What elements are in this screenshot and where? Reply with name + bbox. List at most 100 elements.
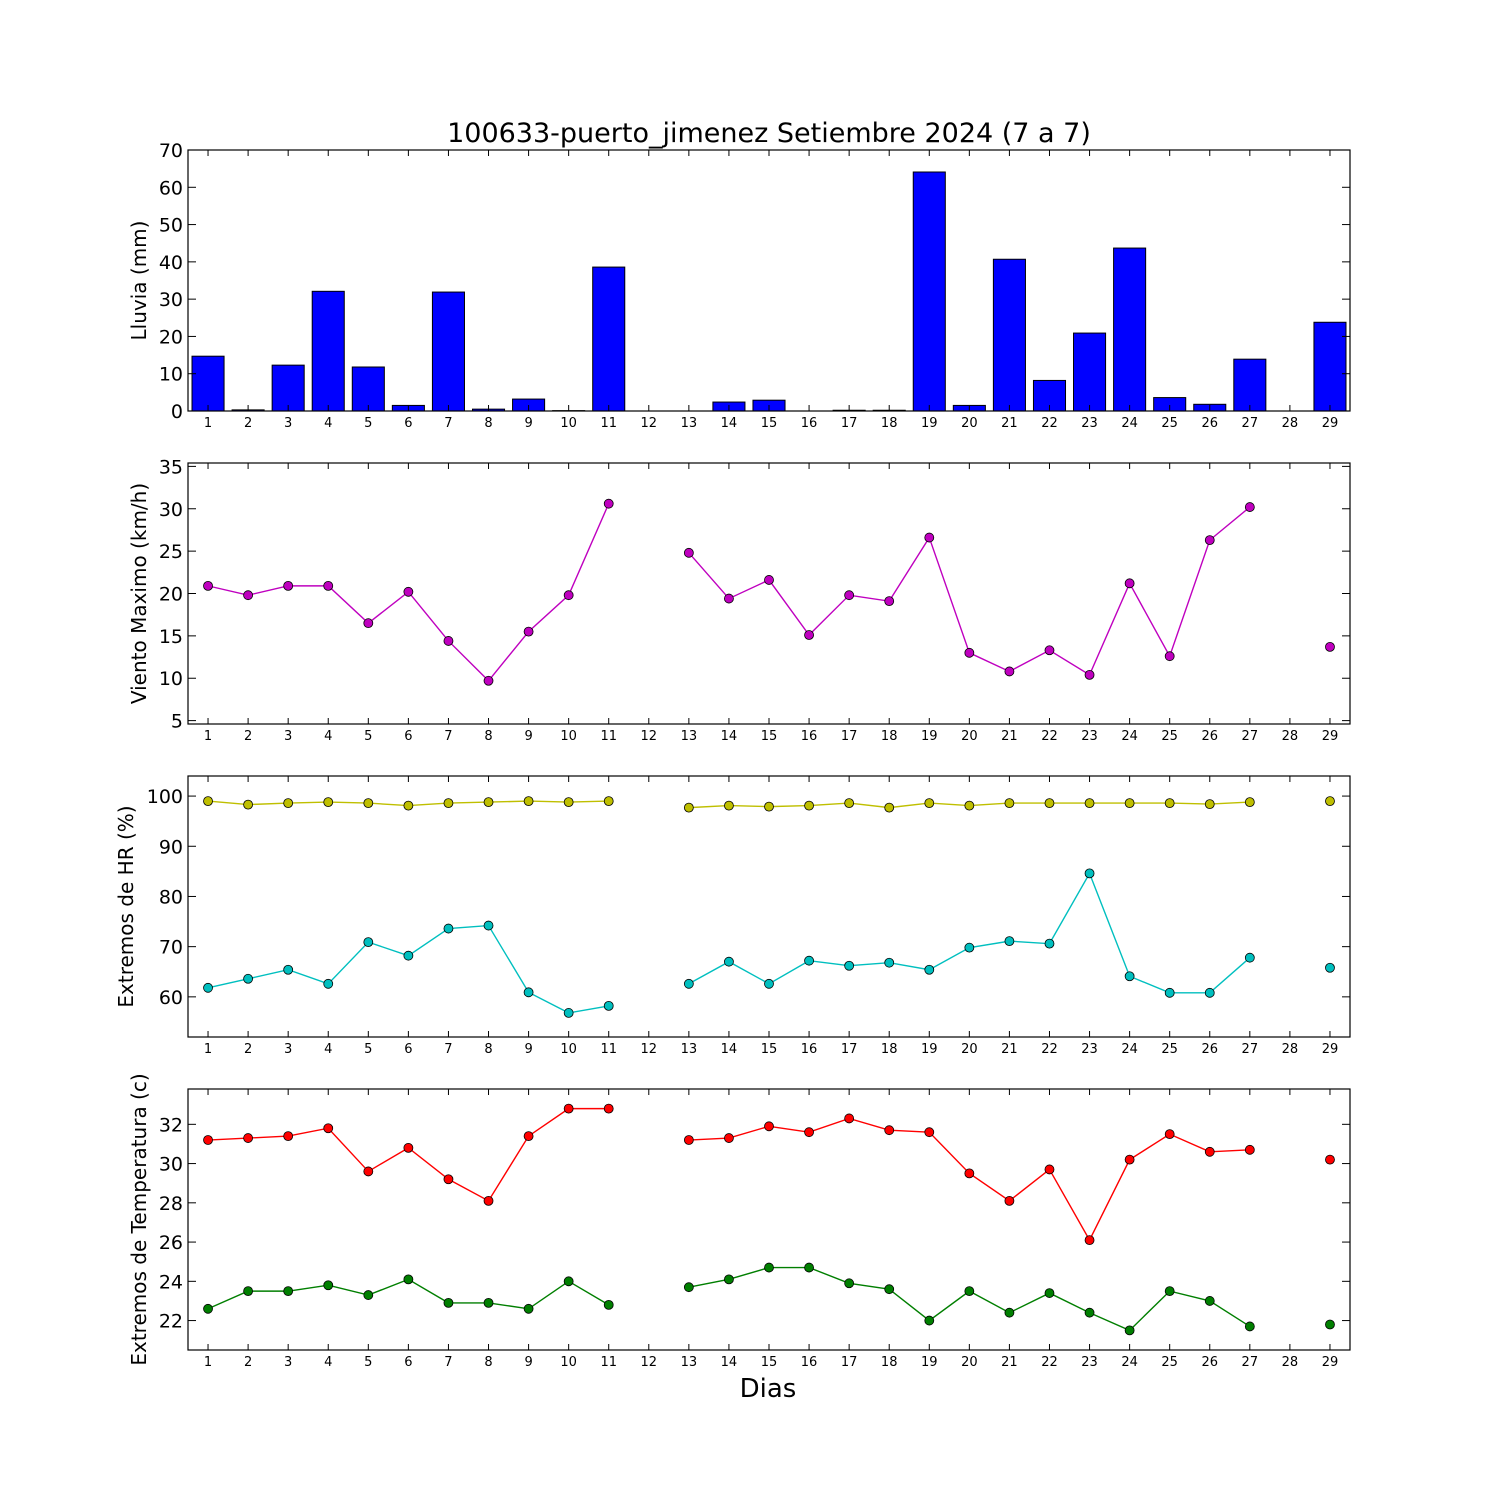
wind-x-tick-label: 6 — [404, 729, 412, 744]
humidity-y-axis-label: Extremos de HR (%) — [114, 805, 138, 1007]
humidity-series-1-point — [1044, 798, 1055, 808]
humidity-series-1-point — [523, 796, 534, 806]
humidity-series-2-point — [483, 920, 494, 931]
wind-x-tick-label: 8 — [484, 729, 492, 744]
temperature-series-1-point — [523, 1131, 534, 1141]
humidity-x-tick-label: 15 — [761, 1042, 778, 1057]
temperature-x-tick-label: 25 — [1161, 1355, 1178, 1370]
wind-series-1-point — [1124, 578, 1135, 589]
humidity-series-1-point — [1244, 797, 1255, 807]
wind-x-tick-label: 7 — [444, 729, 452, 744]
wind-series-1-point — [243, 590, 254, 601]
humidity-series-1-point — [283, 798, 294, 808]
temperature-x-tick-label: 3 — [284, 1355, 292, 1370]
humidity-series-2-point — [403, 950, 414, 961]
wind-x-tick-label: 25 — [1161, 729, 1178, 744]
temperature-x-tick-label: 8 — [484, 1355, 492, 1370]
humidity-series-2-point — [563, 1008, 574, 1018]
wind-x-tick-label: 26 — [1201, 729, 1218, 744]
wind-x-tick-label: 27 — [1242, 729, 1259, 744]
temperature-series-1-point — [884, 1125, 895, 1136]
humidity-x-tick-label: 14 — [721, 1042, 738, 1057]
temperature-series-2-point — [243, 1286, 254, 1297]
temperature-series-1-point — [1204, 1146, 1215, 1157]
wind-y-tick-label: 30 — [159, 499, 183, 521]
rain-bar — [1233, 358, 1267, 412]
rain-x-tick-label: 1 — [204, 416, 212, 431]
temperature-series-1-point — [483, 1195, 494, 1206]
humidity-series-2-point — [1204, 987, 1215, 998]
humidity-x-tick-label: 5 — [364, 1042, 372, 1057]
rain-x-tick-label: 12 — [641, 416, 658, 431]
rain-x-tick-label: 22 — [1041, 416, 1058, 431]
wind-series-1-point — [403, 586, 414, 597]
rain-bar — [1113, 247, 1147, 412]
temperature-x-tick-label: 28 — [1282, 1355, 1299, 1370]
wind-series-1-point — [483, 675, 494, 686]
humidity-series-1-point — [884, 802, 895, 813]
wind-panel: 1 2 3 4 5 6 7 8 9 10 11 12 13 14 15 16 17 18 19 20 21 22 23 24 2… — [127, 456, 1351, 744]
wind-x-tick-label: 20 — [961, 729, 978, 744]
temperature-series-2-point — [804, 1262, 814, 1273]
rain-x-tick-label: 5 — [364, 416, 372, 431]
wind-x-tick-label: 29 — [1322, 729, 1339, 744]
rain-x-tick-label: 18 — [881, 416, 898, 431]
wind-y-tick-label: 20 — [159, 584, 183, 606]
temperature-x-tick-label: 1 — [204, 1355, 212, 1370]
rain-x-tick-label: 26 — [1201, 416, 1218, 431]
temperature-series-2-point — [1044, 1288, 1055, 1298]
wind-series-1-point — [1084, 669, 1095, 680]
humidity-series-1-point — [563, 797, 574, 807]
humidity-series-1-point — [683, 802, 694, 813]
rain-bar — [912, 171, 946, 412]
temperature-series-2-point — [1204, 1296, 1215, 1306]
temperature-x-tick-label: 9 — [524, 1355, 532, 1370]
humidity-series-1-point — [1164, 798, 1175, 808]
temperature-x-tick-label: 19 — [921, 1355, 938, 1370]
humidity-y-tick-label: 70 — [159, 937, 183, 959]
humidity-x-tick-label: 13 — [681, 1042, 698, 1057]
rain-x-tick-label: 14 — [721, 416, 738, 431]
humidity-x-tick-label: 16 — [801, 1042, 818, 1057]
humidity-x-tick-label: 28 — [1282, 1042, 1299, 1057]
wind-x-tick-label: 23 — [1081, 729, 1098, 744]
humidity-series-1-point — [724, 800, 734, 811]
humidity-series-1-point — [924, 798, 935, 808]
wind-series-1-point — [924, 532, 935, 543]
wind-series-1-point — [724, 593, 734, 604]
temperature-x-tick-label: 6 — [404, 1355, 412, 1370]
temperature-series-2-point — [924, 1315, 935, 1326]
rain-x-tick-label: 29 — [1322, 416, 1339, 431]
temperature-series-1-point — [563, 1103, 574, 1114]
temperature-series-2-point — [1325, 1319, 1335, 1330]
temperature-x-tick-label: 20 — [961, 1355, 978, 1370]
humidity-y-tick-label: 90 — [159, 836, 183, 858]
temperature-series-1-point — [443, 1174, 454, 1185]
temperature-y-tick-label: 28 — [159, 1193, 183, 1215]
temperature-x-tick-label: 14 — [721, 1355, 738, 1370]
humidity-x-tick-label: 7 — [444, 1042, 452, 1057]
temperature-y-tick-label: 22 — [159, 1311, 183, 1333]
wind-x-tick-label: 13 — [681, 729, 698, 744]
humidity-series-2-point — [243, 973, 254, 984]
rain-x-tick-label: 20 — [961, 416, 978, 431]
rain-bar — [1073, 332, 1107, 412]
humidity-series-2-point — [1084, 868, 1095, 879]
humidity-series-2-point — [884, 957, 895, 968]
humidity-series-1-point — [844, 798, 855, 808]
humidity-series-2-point — [323, 978, 334, 989]
humidity-y-tick-label: 80 — [159, 886, 183, 908]
humidity-x-tick-label: 11 — [600, 1042, 617, 1057]
temperature-series-1-point — [924, 1127, 935, 1138]
temperature-series-1-point — [1004, 1195, 1015, 1206]
rain-y-tick-label: 70 — [159, 140, 183, 162]
wind-x-tick-label: 14 — [721, 729, 738, 744]
temperature-x-tick-label: 26 — [1201, 1355, 1218, 1370]
humidity-x-tick-label: 20 — [961, 1042, 978, 1057]
humidity-series-2-point — [523, 987, 534, 998]
x-axis-label: Dias — [740, 1374, 797, 1404]
temperature-x-tick-label: 11 — [600, 1355, 617, 1370]
wind-x-tick-label: 9 — [524, 729, 532, 744]
wind-series-1-point — [1244, 502, 1255, 512]
